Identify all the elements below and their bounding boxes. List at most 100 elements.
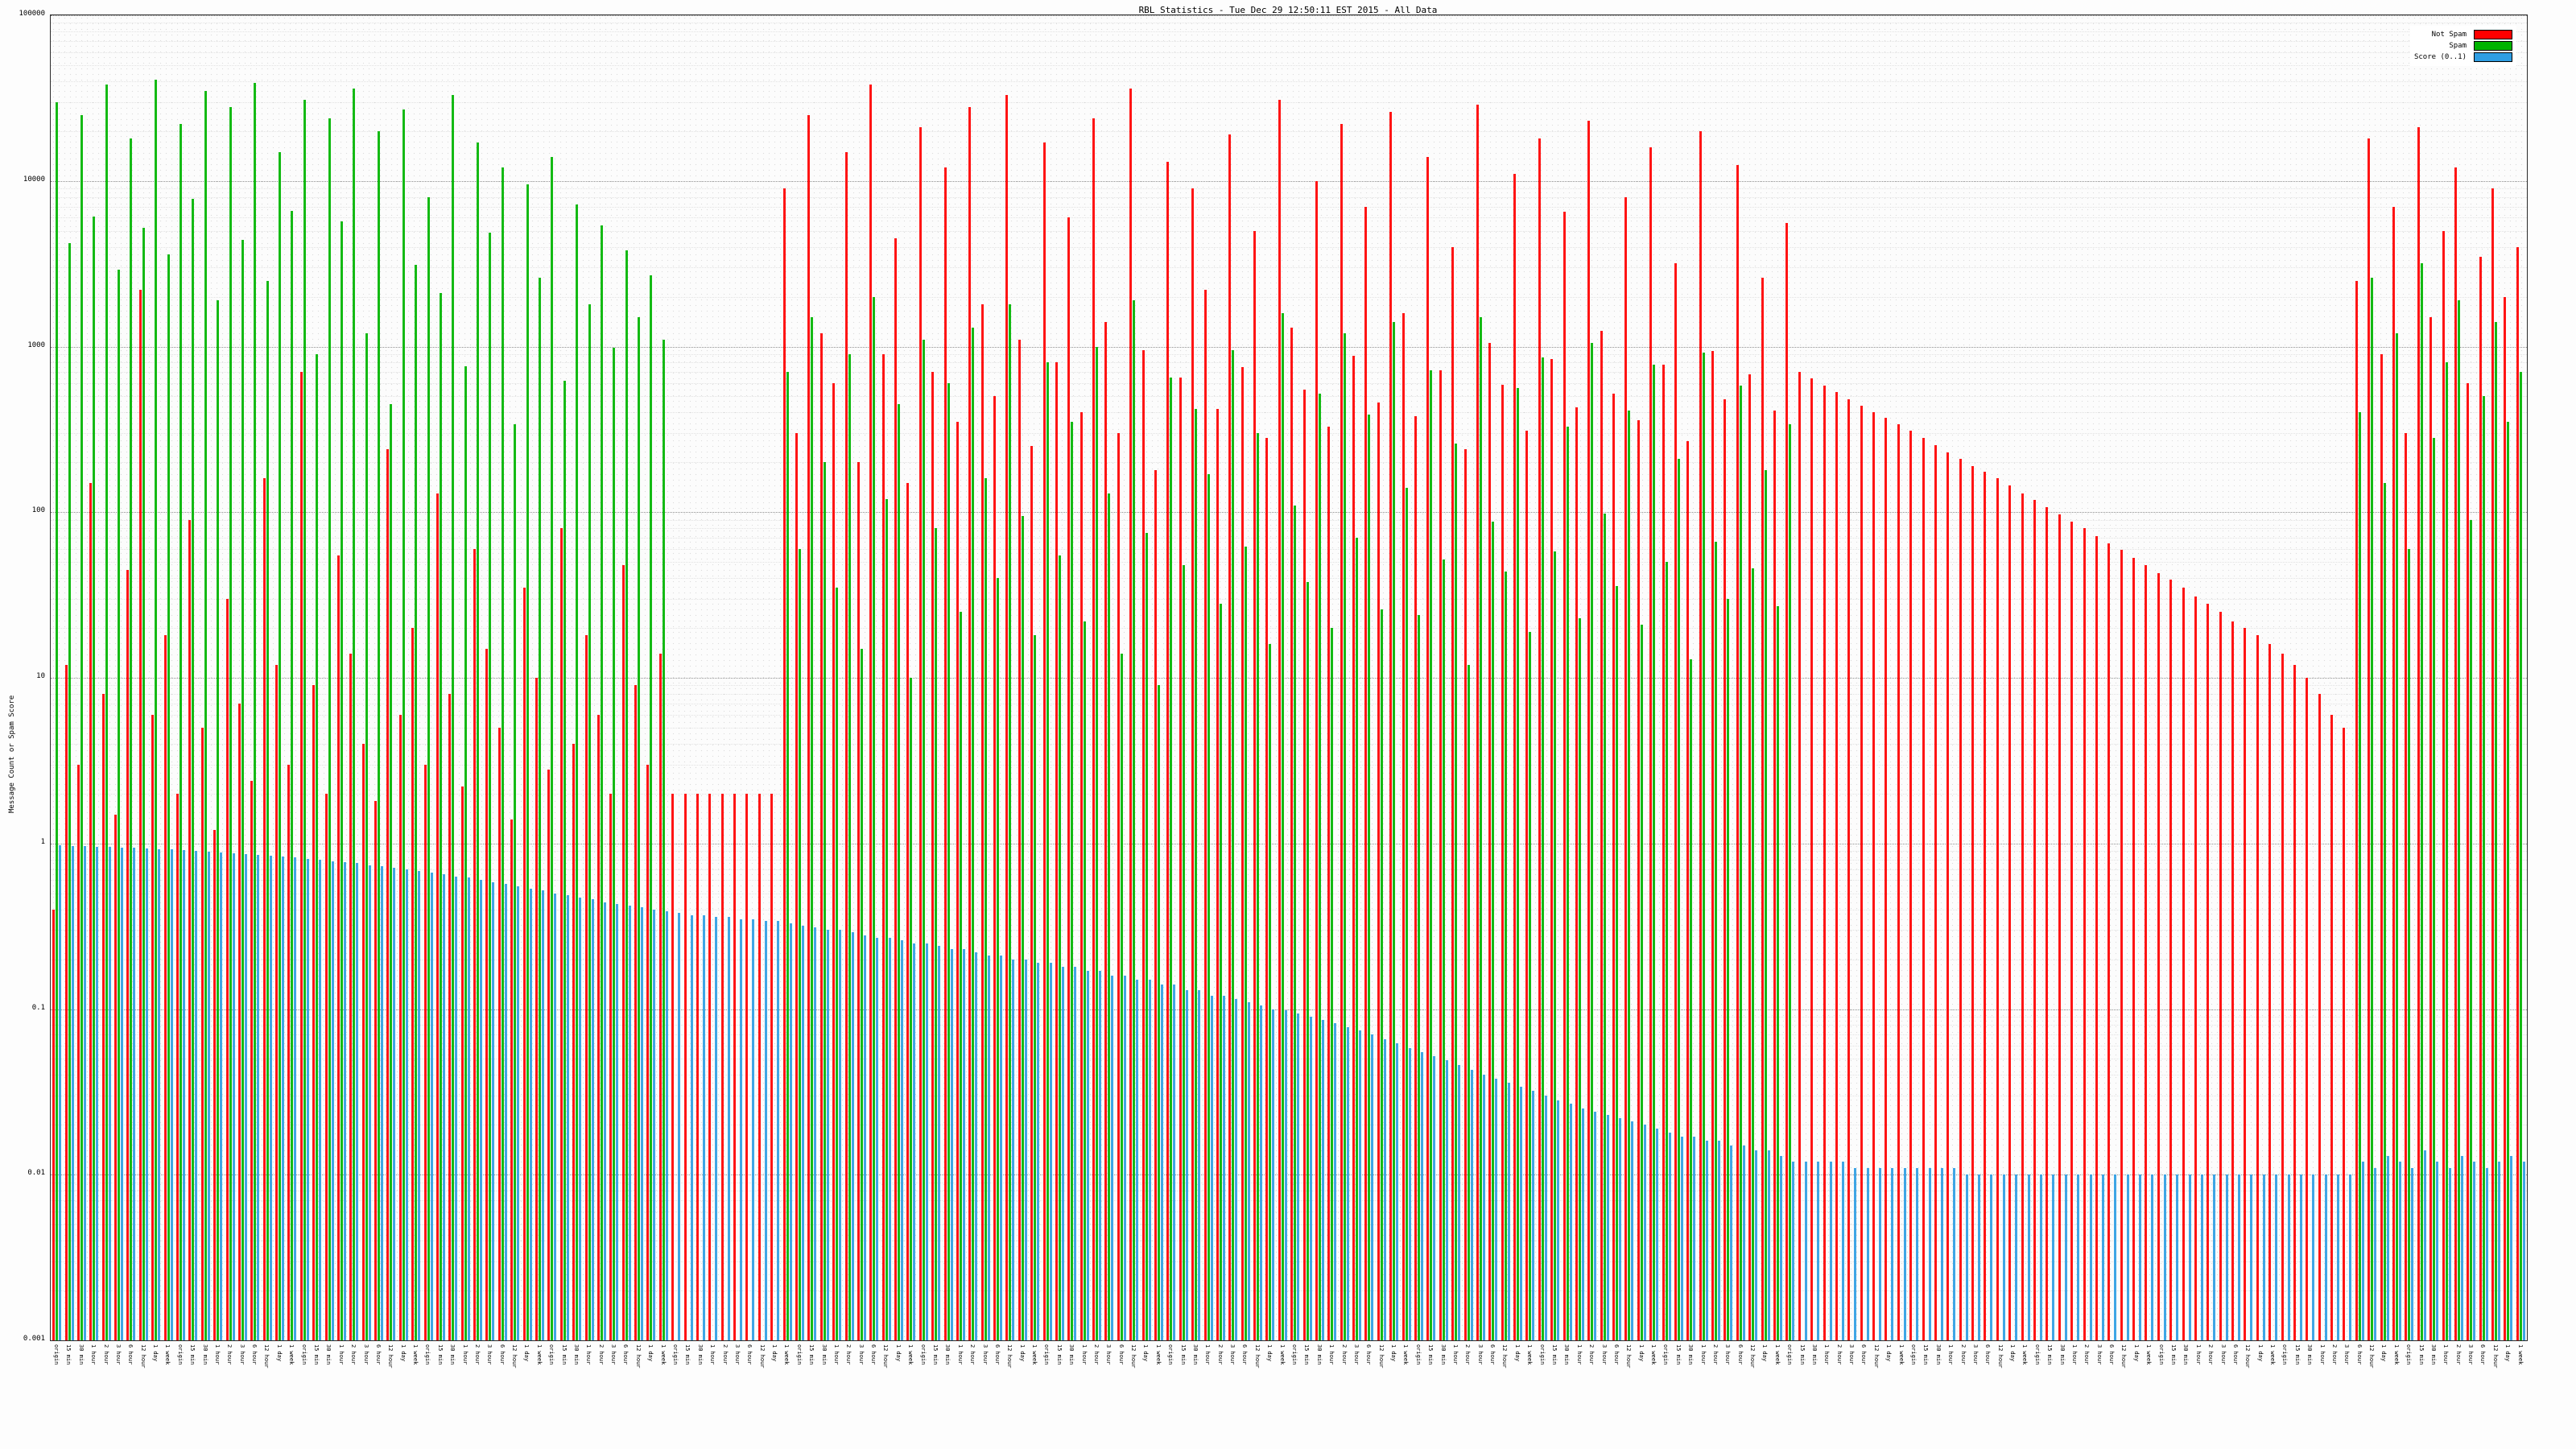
x-tick-label: 1 day <box>399 1344 407 1362</box>
bar-score-0-1- <box>2027 1174 2030 1340</box>
bar-score-0-1- <box>2139 1174 2142 1340</box>
bar-spam <box>192 198 195 1340</box>
bar-spam <box>179 124 182 1340</box>
gridline-minor <box>51 548 2527 550</box>
x-tick-label: 1 week <box>1897 1344 1905 1365</box>
bar-score-0-1- <box>2473 1161 2476 1340</box>
bar-score-0-1- <box>2299 1174 2302 1340</box>
bar-spam <box>1306 581 1309 1340</box>
bar-spam <box>873 296 876 1340</box>
bar-not-spam <box>2392 206 2395 1340</box>
bar-spam <box>1603 514 1606 1340</box>
bar-spam <box>1071 422 1074 1340</box>
x-tick-label: 30 min <box>77 1344 85 1365</box>
bar-score-0-1- <box>2485 1167 2488 1340</box>
x-tick-label: 3 hour <box>1600 1344 1608 1365</box>
bar-spam <box>1380 609 1383 1340</box>
bar-score-0-1- <box>381 865 384 1340</box>
gridline-minor <box>51 1200 2527 1202</box>
x-tick-label: origin <box>1662 1344 1670 1365</box>
x-tick-label: 6 hour <box>2108 1344 2116 1365</box>
x-tick-label: 6 hour <box>374 1344 382 1365</box>
bar-not-spam <box>758 793 761 1340</box>
bar-score-0-1- <box>1321 1019 1324 1340</box>
x-tick-label: 1 hour <box>2194 1344 2202 1365</box>
bar-score-0-1- <box>1136 980 1139 1340</box>
x-tick-label: 2 hour <box>1711 1344 1719 1365</box>
bar-not-spam <box>1451 246 1455 1340</box>
bar-score-0-1- <box>1383 1038 1386 1340</box>
bar-spam <box>1430 369 1433 1340</box>
gridline-minor <box>51 267 2527 269</box>
x-tick-label: 1 day <box>771 1344 778 1362</box>
bar-score-0-1- <box>96 847 99 1340</box>
x-tick-label: 1 hour <box>2442 1344 2450 1365</box>
bar-not-spam <box>2293 664 2296 1340</box>
bar-not-spam <box>522 588 526 1340</box>
bar-spam <box>1294 505 1297 1340</box>
bar-not-spam <box>312 685 316 1340</box>
bar-spam <box>1702 352 1705 1340</box>
bar-spam <box>1219 604 1222 1340</box>
bar-not-spam <box>1550 359 1554 1340</box>
bar-score-0-1- <box>1049 963 1052 1340</box>
bar-score-0-1- <box>282 857 285 1340</box>
bar-score-0-1- <box>1359 1030 1362 1340</box>
bar-score-0-1- <box>1074 966 1077 1340</box>
x-tick-label: 12 hour <box>1749 1344 1757 1368</box>
x-tick-label: 1 hour <box>585 1344 592 1365</box>
bar-not-spam <box>621 564 625 1340</box>
bar-score-0-1- <box>641 907 644 1340</box>
bar-spam <box>254 83 257 1340</box>
x-tick-label: 6 hour <box>2355 1344 2363 1365</box>
x-tick-label: 30 min <box>1191 1344 1199 1365</box>
legend-row: Not Spam <box>2414 30 2512 39</box>
bar-score-0-1- <box>368 865 371 1340</box>
x-tick-label: 1 hour <box>1947 1344 1955 1365</box>
x-tick-label: 1 hour <box>832 1344 840 1365</box>
bar-spam <box>1739 386 1742 1340</box>
bar-not-spam <box>138 290 142 1340</box>
bar-not-spam <box>473 548 477 1340</box>
bar-spam <box>1677 458 1680 1340</box>
x-tick-label: 1 hour <box>2318 1344 2326 1365</box>
x-tick-label: 12 hour <box>1130 1344 1137 1368</box>
x-tick-label: origin <box>1786 1344 1794 1365</box>
bar-spam <box>984 478 987 1340</box>
x-tick-label: 1 day <box>152 1344 159 1362</box>
x-tick-label: 3 hour <box>2343 1344 2351 1365</box>
x-tick-label: 2 hour <box>350 1344 357 1365</box>
x-tick-label: 12 hour <box>511 1344 518 1368</box>
bar-not-spam <box>1996 478 1999 1340</box>
bar-spam <box>390 403 393 1340</box>
bar-spam <box>402 109 405 1340</box>
bar-score-0-1- <box>2448 1167 2451 1340</box>
bar-score-0-1- <box>331 861 334 1340</box>
bar-not-spam <box>1389 112 1393 1340</box>
bar-not-spam <box>782 188 786 1340</box>
gridline-minor <box>51 538 2527 539</box>
x-tick-label: 3 hour <box>1105 1344 1113 1365</box>
gridline-major <box>51 346 2527 348</box>
x-tick-label: origin <box>300 1344 308 1365</box>
x-tick-label: 1 day <box>1266 1344 1274 1362</box>
x-tick-label: 6 hour <box>127 1344 134 1365</box>
x-tick-label: 12 hour <box>2491 1344 2499 1368</box>
x-tick-label: 3 hour <box>610 1344 617 1365</box>
bar-score-0-1- <box>1705 1141 1708 1340</box>
bar-score-0-1- <box>59 845 62 1340</box>
bar-not-spam <box>968 106 972 1340</box>
y-tick-label: 100 <box>31 506 45 515</box>
bar-not-spam <box>1525 431 1529 1340</box>
bar-spam <box>2482 396 2485 1340</box>
bar-spam <box>1591 343 1594 1340</box>
bar-score-0-1- <box>740 919 743 1340</box>
bar-score-0-1- <box>2064 1174 2067 1340</box>
bar-not-spam <box>1885 418 1888 1340</box>
bar-not-spam <box>2070 521 2074 1340</box>
gridline-minor <box>51 1290 2527 1292</box>
bar-not-spam <box>2046 507 2049 1340</box>
bar-not-spam <box>175 793 179 1340</box>
bar-spam <box>68 243 71 1340</box>
bar-spam <box>848 353 851 1340</box>
